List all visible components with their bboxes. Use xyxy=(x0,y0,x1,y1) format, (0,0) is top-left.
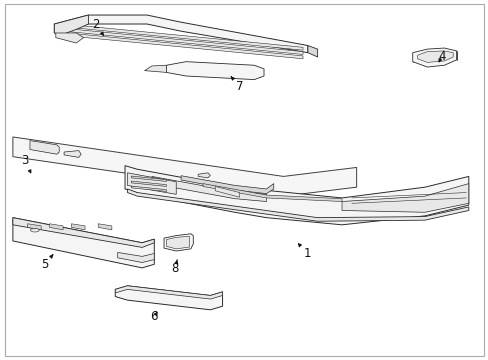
Polygon shape xyxy=(64,150,81,157)
Text: 5: 5 xyxy=(41,255,53,271)
Polygon shape xyxy=(198,173,210,178)
Polygon shape xyxy=(163,234,193,251)
Polygon shape xyxy=(127,173,176,194)
Polygon shape xyxy=(49,224,63,230)
Polygon shape xyxy=(64,33,303,59)
Polygon shape xyxy=(203,184,341,202)
Polygon shape xyxy=(71,224,85,230)
Polygon shape xyxy=(54,15,88,35)
Polygon shape xyxy=(98,224,112,230)
Polygon shape xyxy=(417,51,452,62)
Polygon shape xyxy=(13,218,154,247)
Polygon shape xyxy=(115,286,222,310)
Polygon shape xyxy=(166,236,189,249)
Text: 2: 2 xyxy=(92,18,103,36)
Polygon shape xyxy=(118,252,154,262)
Text: 1: 1 xyxy=(298,244,311,260)
Polygon shape xyxy=(64,24,303,50)
Polygon shape xyxy=(64,28,303,54)
Text: 4: 4 xyxy=(437,50,445,63)
Polygon shape xyxy=(181,176,273,194)
Polygon shape xyxy=(131,176,166,181)
Polygon shape xyxy=(215,186,239,197)
Polygon shape xyxy=(412,48,456,67)
Polygon shape xyxy=(13,218,154,268)
Text: 3: 3 xyxy=(21,154,31,173)
Text: 6: 6 xyxy=(150,310,158,324)
Polygon shape xyxy=(127,189,468,221)
Polygon shape xyxy=(115,286,222,299)
Polygon shape xyxy=(152,176,266,202)
Text: 7: 7 xyxy=(231,77,243,93)
Polygon shape xyxy=(131,181,166,186)
Polygon shape xyxy=(166,62,264,80)
Polygon shape xyxy=(13,137,356,196)
Ellipse shape xyxy=(30,228,39,232)
Polygon shape xyxy=(131,186,166,192)
Polygon shape xyxy=(307,45,317,57)
Polygon shape xyxy=(56,33,83,43)
Polygon shape xyxy=(30,140,59,154)
Polygon shape xyxy=(125,166,468,225)
Polygon shape xyxy=(144,65,166,72)
Polygon shape xyxy=(27,224,41,230)
Text: 8: 8 xyxy=(171,260,179,275)
Polygon shape xyxy=(341,184,468,212)
Polygon shape xyxy=(54,15,307,53)
